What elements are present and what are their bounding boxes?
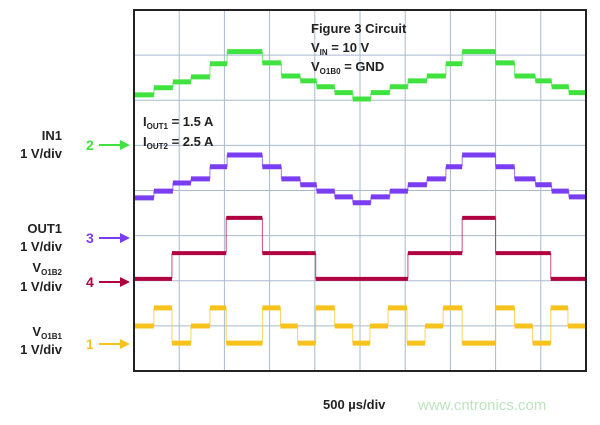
plot-frame [133, 9, 587, 372]
trace-1 [134, 305, 586, 346]
vin-annotation: VIN = 10 V [311, 40, 370, 57]
channel-name-label: OUT1 [27, 221, 62, 236]
figure-title: Figure 3 Circuit [311, 21, 407, 36]
channel-marker-3: 3 [86, 230, 94, 246]
iout1-annotation: IOUT1 = 1.5 A [143, 114, 214, 131]
watermark: www.cntronics.com [417, 397, 546, 414]
channel-marker-2: 2 [86, 137, 94, 153]
marker-arrow-head-icon [120, 277, 130, 287]
channel-scale-label: 1 V/div [20, 342, 63, 357]
trace-4 [134, 215, 586, 281]
annotation-block-top: Figure 3 Circuit VIN = 10 V VO1B0 = GND [311, 21, 407, 76]
channel-labels: 2 IN1 1 V/div 3 OUT1 1 V/div 4 VO1B2 1 V/div 1 VO1… [20, 128, 130, 357]
trace-2 [134, 49, 586, 102]
channel-scale-label: 1 V/div [20, 146, 63, 161]
x-axis-scale-label: 500 µs/div [323, 397, 386, 412]
channel-marker-1: 1 [86, 336, 94, 352]
channel-scale-label: 1 V/div [20, 239, 63, 254]
channel-name-label: VO1B1 [32, 324, 62, 341]
channel-name-label: VO1B2 [32, 260, 62, 277]
channel-marker-4: 4 [86, 274, 94, 290]
marker-arrow-head-icon [120, 233, 130, 243]
iout2-annotation: IOUT2 = 2.5 A [143, 134, 214, 151]
traces [134, 49, 586, 346]
channel-scale-label: 1 V/div [20, 279, 63, 294]
channel-name-label: IN1 [42, 128, 62, 143]
vo1b0-annotation: VO1B0 = GND [311, 59, 384, 76]
annotation-block-currents: IOUT1 = 1.5 A IOUT2 = 2.5 A [143, 114, 214, 151]
trace-3 [134, 152, 586, 206]
marker-arrow-head-icon [120, 140, 130, 150]
marker-arrow-head-icon [120, 339, 130, 349]
